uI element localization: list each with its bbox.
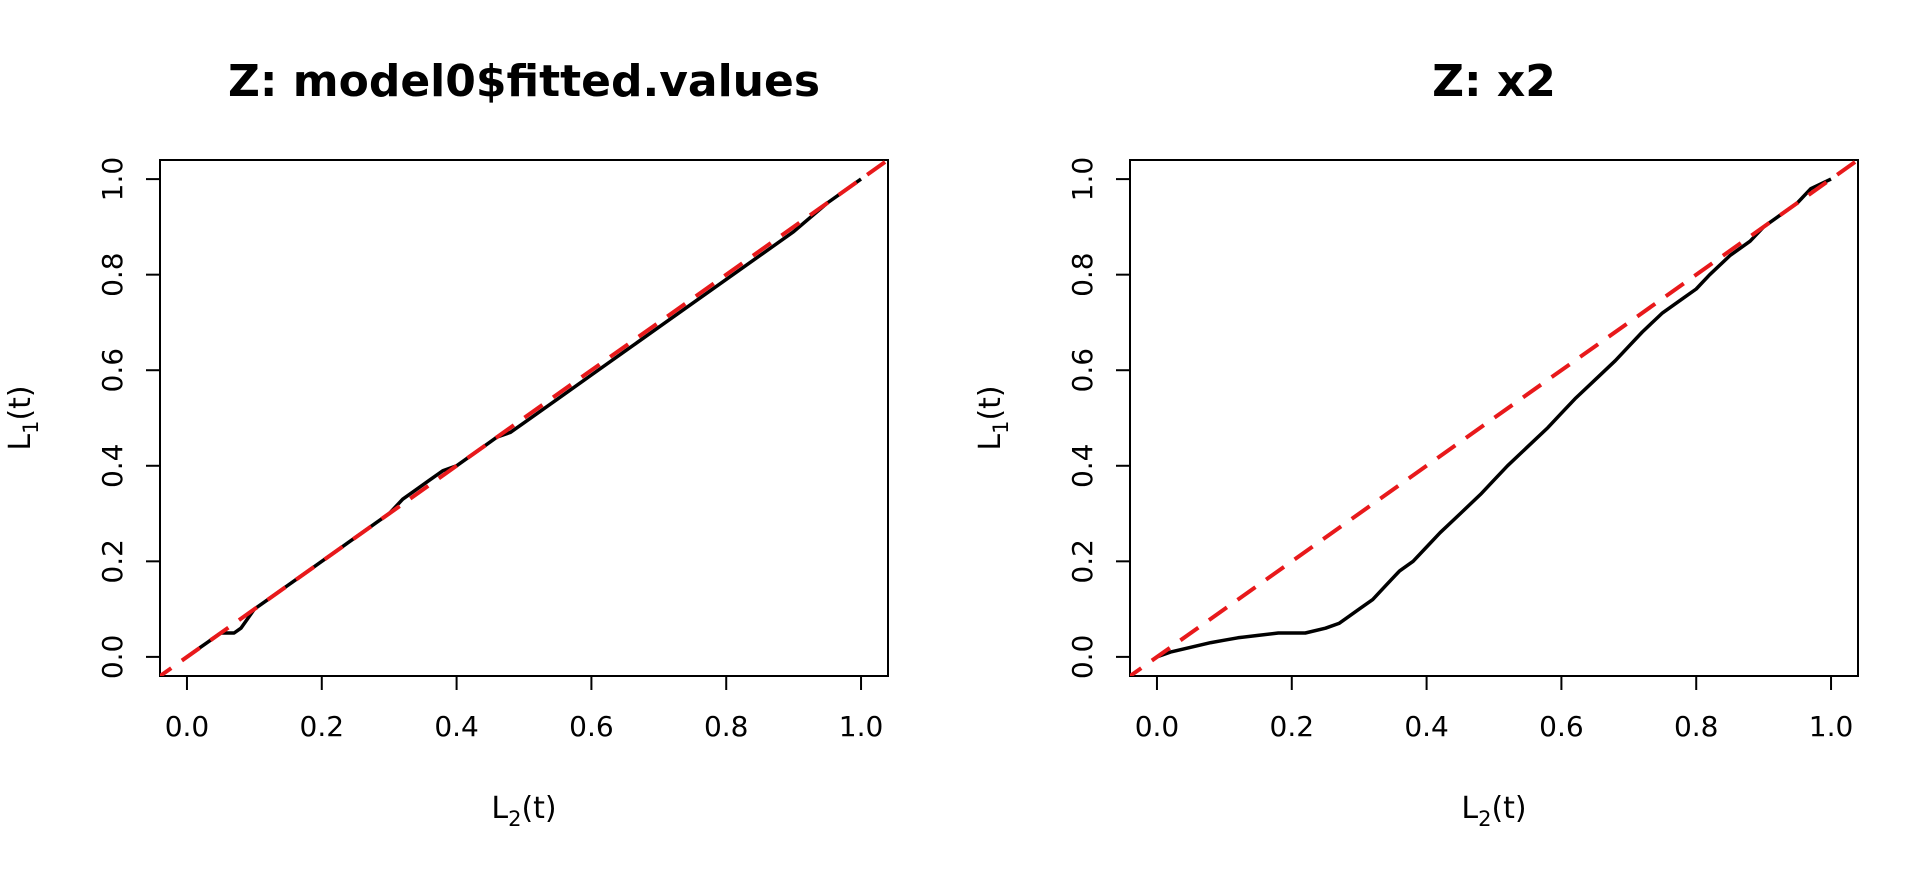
plot-frame bbox=[159, 159, 889, 677]
x-tick-label: 0.6 bbox=[1539, 710, 1584, 743]
x-tick-label: 0.8 bbox=[1674, 710, 1719, 743]
y-tick-label: 0.6 bbox=[1066, 348, 1099, 393]
chart-title: Z: model0$fitted.values bbox=[228, 56, 820, 107]
y-tick-label: 0.4 bbox=[96, 444, 129, 489]
y-axis-label: L1(t) bbox=[973, 385, 1013, 450]
x-tick-label: 1.0 bbox=[1809, 710, 1854, 743]
y-tick-label: 1.0 bbox=[1066, 157, 1099, 202]
reference-diagonal-line bbox=[160, 160, 888, 676]
x-tick-label: 0.4 bbox=[1404, 710, 1449, 743]
x-tick-label: 0.8 bbox=[704, 710, 749, 743]
series-line bbox=[1156, 177, 1832, 659]
x-tick-label: 0.4 bbox=[434, 710, 479, 743]
x-axis: 0.0 0.2 0.4 0.6 0.8 1.0 bbox=[165, 676, 884, 743]
y-tick-label: 0.8 bbox=[1066, 252, 1099, 297]
y-tick-label: 1.0 bbox=[96, 157, 129, 202]
x-tick-label: 0.6 bbox=[569, 710, 614, 743]
plot-frame bbox=[1129, 159, 1859, 677]
x-tick-label: 0.2 bbox=[300, 710, 345, 743]
chart-title: Z: x2 bbox=[1432, 56, 1556, 107]
plot-area bbox=[160, 160, 888, 676]
y-tick-label: 0.2 bbox=[1066, 539, 1099, 584]
y-axis: 0.0 0.2 0.4 0.6 0.8 1.0 bbox=[96, 157, 160, 679]
x-tick-label: 0.0 bbox=[1135, 710, 1180, 743]
y-axis-label: L1(t) bbox=[3, 385, 43, 450]
y-tick-label: 0.4 bbox=[1066, 444, 1099, 489]
y-tick-label: 0.8 bbox=[96, 252, 129, 297]
y-axis: 0.0 0.2 0.4 0.6 0.8 1.0 bbox=[1066, 157, 1130, 679]
x-axis: 0.0 0.2 0.4 0.6 0.8 1.0 bbox=[1135, 676, 1854, 743]
plot-area bbox=[1130, 160, 1858, 676]
x-tick-label: 0.2 bbox=[1270, 710, 1315, 743]
reference-diagonal-line bbox=[1130, 160, 1858, 676]
y-tick-label: 0.2 bbox=[96, 539, 129, 584]
x-axis-label: L2(t) bbox=[491, 791, 556, 831]
chart-panel-left: Z: model0$fitted.values 0.0 0.2 0.4 0.6 0.8 1… bbox=[3, 56, 889, 831]
y-tick-label: 0.0 bbox=[96, 635, 129, 680]
x-tick-label: 1.0 bbox=[839, 710, 884, 743]
y-tick-label: 0.6 bbox=[96, 348, 129, 393]
chart-panel-right: Z: x2 0.0 0.2 0.4 0.6 0.8 1.0 0.0 0.2 0.4 0.6 0.8… bbox=[973, 56, 1859, 831]
y-tick-label: 0.0 bbox=[1066, 635, 1099, 680]
x-axis-label: L2(t) bbox=[1461, 791, 1526, 831]
x-tick-label: 0.0 bbox=[165, 710, 210, 743]
